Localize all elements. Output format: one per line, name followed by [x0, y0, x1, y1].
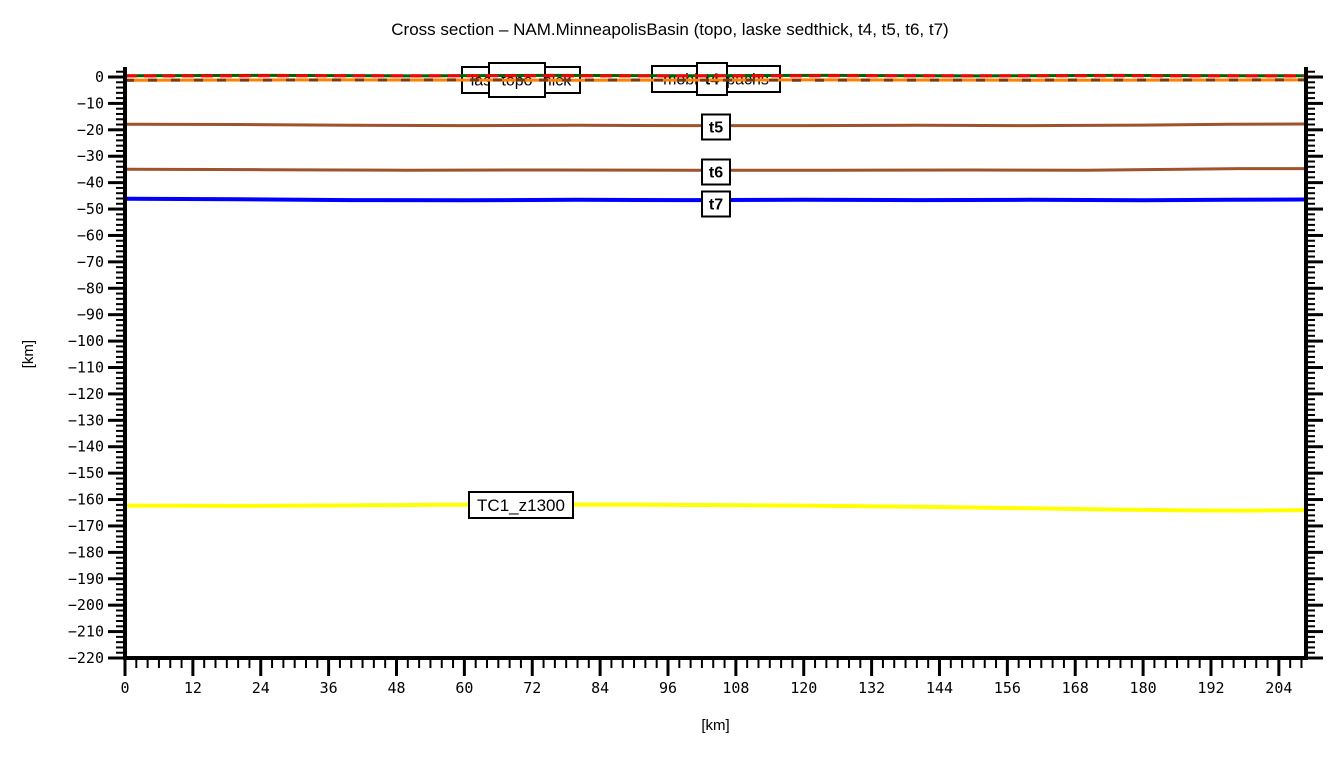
- y-tick-label: −200: [68, 596, 104, 614]
- x-tick-label: 12: [184, 679, 202, 697]
- y-tick-label: −90: [77, 306, 104, 324]
- y-tick-label: −30: [77, 147, 104, 165]
- annotation-label-t6: t6: [709, 164, 723, 181]
- x-tick-label: 108: [722, 679, 749, 697]
- x-tick-label: 156: [994, 679, 1021, 697]
- x-tick-label: 48: [387, 679, 405, 697]
- annotation-box-t5: [701, 113, 731, 141]
- y-tick-label: −220: [68, 649, 104, 667]
- y-tick-label: −10: [77, 94, 104, 112]
- line-t6: [124, 167, 1306, 172]
- y-tick-label: −170: [68, 517, 104, 535]
- y-tick-label: −110: [68, 359, 104, 377]
- x-tick-label: 96: [659, 679, 677, 697]
- x-axis-label: [km]: [701, 717, 730, 734]
- x-tick-label: 168: [1062, 679, 1089, 697]
- x-tick-label: 144: [926, 679, 953, 697]
- y-tick-label: −160: [68, 491, 104, 509]
- line-tc1-z1300: [124, 502, 1307, 513]
- x-tick-label: 84: [591, 679, 609, 697]
- y-tick-label: 0: [95, 68, 104, 86]
- x-tick-label: 60: [455, 679, 473, 697]
- y-tick-label: −130: [68, 411, 104, 429]
- y-tick-label: −70: [77, 253, 104, 271]
- y-tick-label: −20: [77, 121, 104, 139]
- x-tick-label: 132: [858, 679, 885, 697]
- annotation-box-t7: [701, 190, 731, 218]
- chart-title: Cross section – NAM.MinneapolisBasin (to…: [391, 20, 949, 39]
- x-tick-label: 36: [320, 679, 338, 697]
- y-tick-label: −50: [77, 200, 104, 218]
- annotation-label-tc1-z1300: TC1_z1300: [477, 496, 565, 515]
- y-tick-label: −40: [77, 174, 104, 192]
- y-tick-label: −150: [68, 464, 104, 482]
- line-t5: [124, 122, 1307, 128]
- y-tick-label: −80: [77, 279, 104, 297]
- x-tick-label: 204: [1265, 679, 1292, 697]
- y-tick-label: −180: [68, 543, 104, 561]
- y-tick-label: −120: [68, 385, 104, 403]
- y-tick-label: −60: [77, 226, 104, 244]
- y-tick-label: −100: [68, 332, 104, 350]
- x-tick-label: 72: [523, 679, 541, 697]
- annotation-label-t5: t5: [709, 119, 723, 136]
- annotation-box-t6: [701, 158, 731, 186]
- y-tick-label: −140: [68, 438, 104, 456]
- x-tick-label: 180: [1130, 679, 1157, 697]
- x-tick-label: 120: [790, 679, 817, 697]
- line-t7: [124, 196, 1307, 203]
- y-tick-label: −190: [68, 570, 104, 588]
- annotation-box-tc1-z1300: [468, 491, 574, 519]
- y-tick-label: −210: [68, 623, 104, 641]
- x-tick-label: 24: [252, 679, 270, 697]
- x-tick-label: 0: [120, 679, 129, 697]
- x-tick-label: 192: [1197, 679, 1224, 697]
- y-axis-label: [km]: [20, 340, 37, 369]
- annotation-label-t7: t7: [709, 196, 723, 213]
